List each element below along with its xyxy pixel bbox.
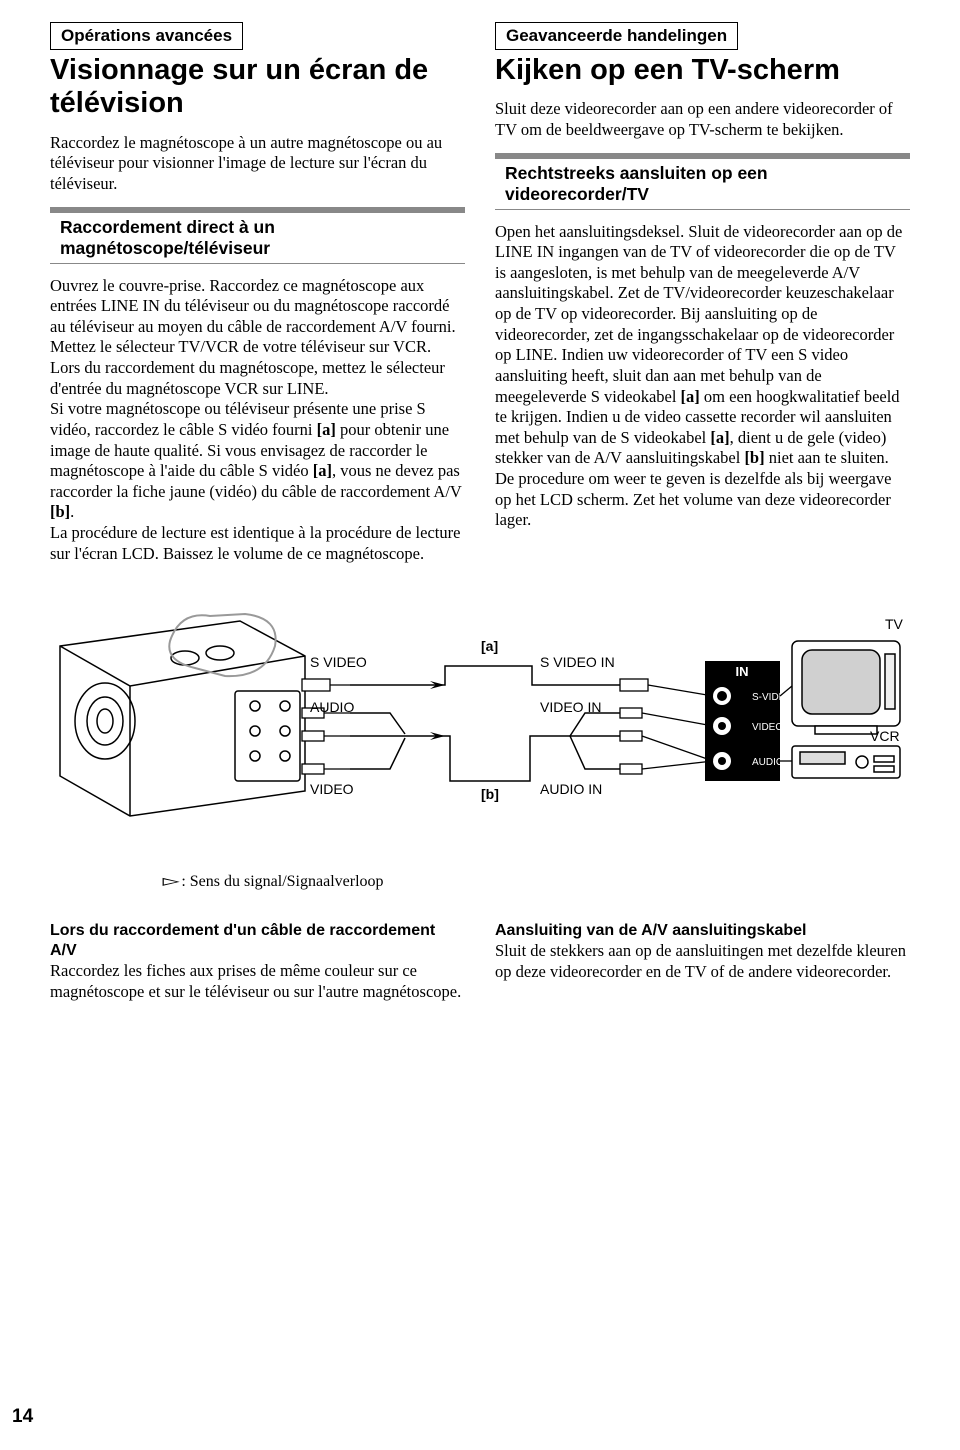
signal-arrow-icon: ▻ <box>163 871 180 891</box>
bottom-left-body: Raccordez les fiches aux prises de même … <box>50 961 465 1002</box>
label-svideo-out: S VIDEO <box>310 654 367 670</box>
bottom-right-head: Aansluiting van de A/V aansluitingskabel <box>495 921 910 941</box>
intro-right: Sluit deze videorecorder aan op een ande… <box>495 99 910 140</box>
body-left: Ouvrez le couvre-prise. Raccordez ce mag… <box>50 276 465 565</box>
bottom-right-body: Sluit de stekkers aan op de aansluitinge… <box>495 941 910 982</box>
label-svideo-in: S VIDEO IN <box>540 654 615 670</box>
label-video-out: VIDEO <box>310 781 354 797</box>
svg-text:S-VIDEO: S-VIDEO <box>752 692 793 703</box>
title-right: Kijken op een TV-scherm <box>495 54 910 87</box>
connection-diagram: IN S-VIDEO VIDEO AUDIO <box>50 606 910 866</box>
bottom-left-head: Lors du raccordement d'un câble de racco… <box>50 921 465 961</box>
svg-text:AUDIO: AUDIO <box>752 757 784 768</box>
title-left: Visionnage sur un écran de télévision <box>50 54 465 121</box>
signal-caption: ▻ : Sens du signal/Signaalverloop <box>165 871 910 891</box>
body-right: Open het aansluitingsdeksel. Sluit de vi… <box>495 222 910 531</box>
svg-text:VIDEO: VIDEO <box>752 722 783 733</box>
section-box-right: Geavanceerde handelingen <box>495 22 738 50</box>
subhead-right: Rechtstreeks aansluiten op een videoreco… <box>495 153 910 210</box>
page-number: 14 <box>12 1406 33 1428</box>
signal-caption-text: : Sens du signal/Signaalverloop <box>181 873 383 890</box>
label-a: [a] <box>481 638 498 654</box>
svg-text:IN: IN <box>736 664 749 679</box>
label-audio-out: AUDIO <box>310 699 354 715</box>
subhead-left: Raccordement direct à un magnétoscope/té… <box>50 207 465 264</box>
label-video-in: VIDEO IN <box>540 699 601 715</box>
label-b: [b] <box>481 786 499 802</box>
label-audio-in: AUDIO IN <box>540 781 602 797</box>
label-vcr: VCR <box>870 728 900 744</box>
intro-left: Raccordez le magnétoscope à un autre mag… <box>50 133 465 195</box>
section-box-left: Opérations avancées <box>50 22 243 50</box>
label-tv: TV <box>885 616 903 632</box>
